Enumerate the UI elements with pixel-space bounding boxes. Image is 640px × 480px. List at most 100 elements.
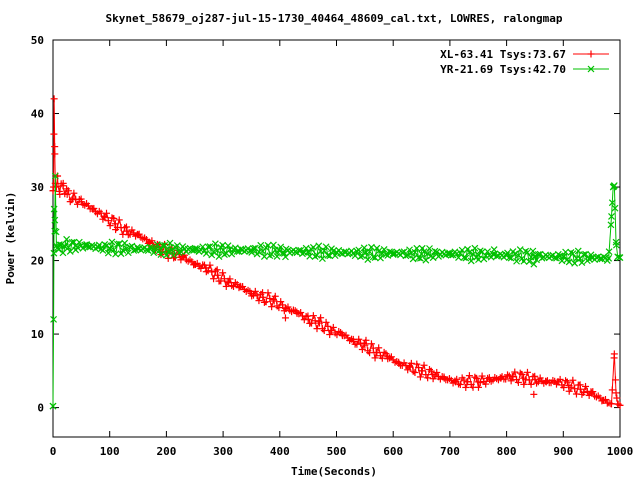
data-point [217,277,225,285]
data-point [605,254,613,262]
data-point [233,248,241,255]
data-point [560,384,568,392]
data-point [315,319,323,327]
data-point [208,268,216,276]
data-point [531,376,539,384]
data-point [63,235,71,243]
data-point [502,375,510,383]
data-point [355,246,363,254]
data-point [402,252,410,260]
data-point [424,250,432,258]
data-point [99,246,107,254]
data-point [520,380,528,388]
data-point [507,377,515,385]
data-point [219,269,227,277]
data-point [366,349,374,357]
data-point [155,247,163,255]
data-point [94,243,102,251]
data-point [177,248,185,256]
data-point [569,250,577,258]
data-point [115,216,123,224]
data-point [55,246,63,253]
x-tick-label: 200 [156,445,176,458]
data-point [152,246,159,254]
data-point [276,247,284,255]
data-point [49,402,57,410]
data-point [418,244,426,252]
data-point [148,244,156,252]
data-point [225,279,233,287]
data-point [60,242,68,250]
data-point [111,220,119,228]
data-point [371,354,379,362]
data-point [115,240,123,248]
data-point [268,303,276,311]
data-point [351,252,359,260]
x-tick-label: 300 [213,445,233,458]
data-point [440,374,448,382]
data-point [530,260,538,268]
data-point [580,388,588,396]
data-point [559,253,567,261]
data-point [563,378,571,386]
data-point [420,361,428,369]
x-tick-label: 500 [327,445,347,458]
data-point [319,255,326,263]
data-point [599,396,607,404]
legend-label: XL-63.41 Tsys:73.67 [440,48,566,61]
data-point [236,282,244,290]
y-tick-label: 40 [31,108,44,121]
data-point [70,189,78,197]
data-point [571,259,579,267]
x-tick-label: 1000 [607,445,634,458]
data-point [52,242,60,250]
data-point [431,247,439,255]
data-point [275,304,283,312]
data-point [525,258,533,266]
data-point [465,372,473,380]
data-point [230,282,238,290]
data-point [270,241,277,249]
data-point [446,250,454,258]
data-point [211,240,219,248]
data-point [59,179,67,187]
data-point [474,251,482,259]
data-point [324,251,332,259]
data-point [460,254,468,261]
data-point [589,388,597,396]
data-point [257,241,265,249]
data-point [173,242,181,249]
data-point [89,205,97,213]
data-point [413,360,421,368]
data-point [607,400,615,408]
data-point [478,372,486,380]
data-point [322,318,330,326]
data-point [69,194,77,202]
data-point [608,213,615,220]
data-point [51,143,59,151]
data-point [377,254,384,262]
x-tick-label: 900 [553,445,573,458]
data-point [317,314,325,322]
data-point [215,253,223,260]
data-point [64,244,72,251]
data-point [124,249,132,257]
series-layer [49,95,624,410]
data-point [162,251,170,259]
data-point [480,255,488,263]
data-point [372,348,380,356]
data-point [514,378,522,386]
data-point [426,245,433,252]
data-point [309,312,317,320]
x-tick-label: 700 [440,445,460,458]
data-point [582,250,589,258]
data-point [490,246,498,253]
y-tick-label: 30 [31,181,44,194]
data-point [322,243,330,251]
data-point [191,246,199,253]
data-point [123,245,130,253]
data-point [361,341,369,349]
legend: XL-63.41 Tsys:73.67 YR-21.69 Tsys:42.70 [440,48,609,76]
data-point [202,264,210,272]
data-point [610,350,618,358]
